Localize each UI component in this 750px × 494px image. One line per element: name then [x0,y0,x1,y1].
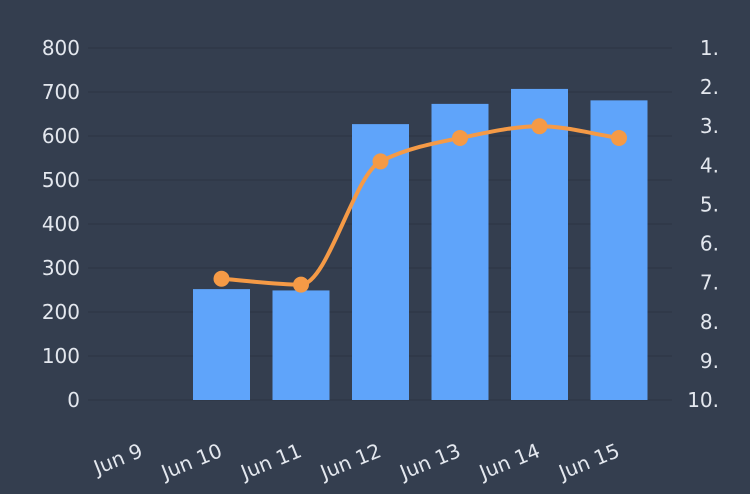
right-tick-label: 4. [700,153,719,177]
x-tick-label: Jun 11 [236,438,305,485]
line-point [452,129,468,146]
left-tick-label: 600 [42,124,80,148]
x-axis: Jun 9 Jun 10 Jun 11 Jun 12 Jun 13 Jun 14 Jun 1… [88,438,623,485]
right-tick-label: 1. [700,36,719,60]
right-tick-label: 3. [700,114,719,138]
left-tick-label: 300 [42,256,80,280]
right-tick-label: 8. [700,310,719,334]
bar [193,289,250,400]
x-tick-label: Jun 10 [156,438,225,485]
bar-series [193,88,648,401]
left-tick-label: 700 [42,80,80,104]
right-tick-label: 5. [700,192,719,216]
line-point [213,270,230,287]
line-point [531,118,548,135]
x-tick-label: Jun 13 [395,438,464,485]
bar [590,100,648,401]
line-series [213,118,627,293]
x-tick-label: Jun 12 [315,438,384,485]
right-tick-label: 2. [700,75,719,99]
line-point [611,129,627,146]
left-tick-label: 100 [42,344,80,368]
right-tick-label: 10. [687,388,719,412]
bar [511,88,568,401]
bar [431,103,489,400]
x-tick-label: Jun 14 [474,438,543,485]
left-tick-label: 500 [42,168,80,192]
right-tick-label: 7. [700,271,719,295]
left-y-axis: 0 100 200 300 400 500 600 700 800 [42,36,80,412]
right-tick-label: 6. [700,232,719,256]
left-tick-label: 400 [42,212,80,236]
line-point [293,276,309,293]
right-tick-label: 9. [700,349,719,373]
right-y-axis: 1. 2. 3. 4. 5. 6. 7. 8. 9. 10. [687,36,719,412]
left-tick-label: 0 [67,388,80,412]
line-point [372,153,389,170]
x-tick-label: Jun 9 [88,438,146,480]
bar [272,290,330,400]
left-tick-label: 800 [42,36,80,60]
x-tick-label: Jun 15 [554,438,623,485]
left-tick-label: 200 [42,300,80,324]
bar [352,124,409,401]
